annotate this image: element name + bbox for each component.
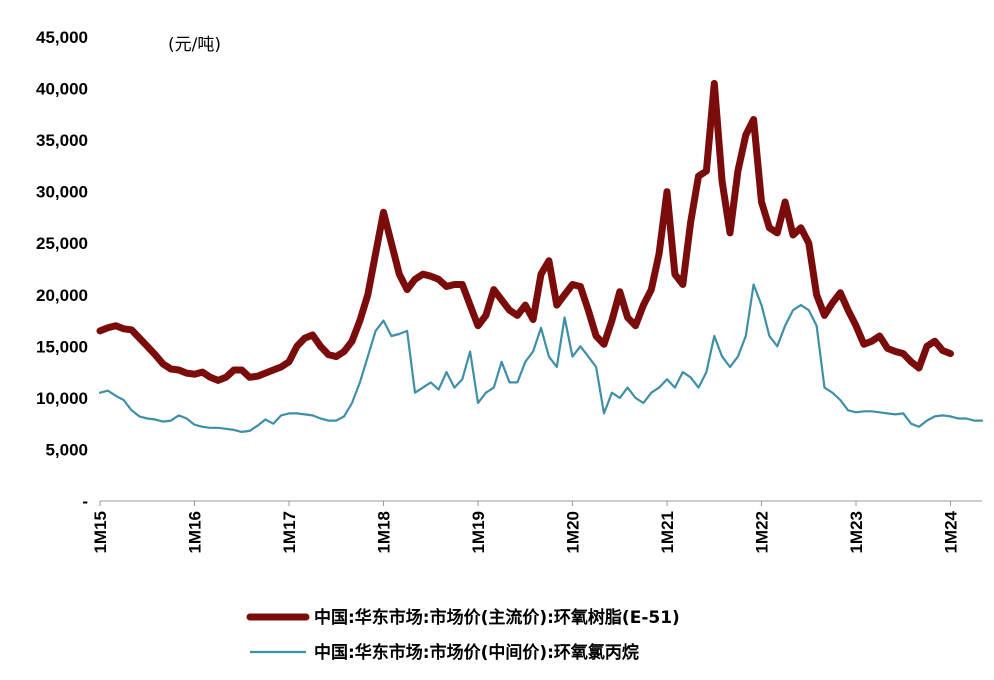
y-tick-label: 45,000 — [36, 28, 88, 47]
legend: 中国:华东市场:市场价(主流价):环氧树脂(E-51) 中国:华东市场:市场价(中… — [246, 607, 680, 663]
unit-label: (元/吨) — [168, 35, 221, 55]
x-tick-label: 1M18 — [375, 511, 394, 554]
y-tick-label: 15,000 — [36, 337, 88, 356]
y-tick-label: 30,000 — [36, 183, 88, 202]
y-tick-label: 40,000 — [36, 80, 88, 99]
series-line-epoxy-resin — [96, 79, 954, 384]
y-tick-label: 10,000 — [36, 389, 88, 408]
y-axis-ticks: - 5,000 10,000 15,000 20,000 25,000 30,000 35,0… — [36, 28, 88, 511]
y-tick-label: 35,000 — [36, 131, 88, 150]
legend-label: 中国:华东市场:市场价(主流价):环氧树脂(E-51) — [314, 607, 680, 628]
y-tick-label: 5,000 — [45, 440, 88, 459]
x-tick-label: 1M21 — [658, 511, 677, 554]
x-tick-label: 1M19 — [469, 511, 488, 554]
y-tick-label: 20,000 — [36, 286, 88, 305]
y-tick-label: - — [82, 492, 88, 511]
x-tick-label: 1M17 — [280, 511, 299, 554]
series-lines — [96, 79, 984, 433]
x-tick-label: 1M16 — [186, 511, 205, 554]
y-tick-label: 25,000 — [36, 234, 88, 253]
x-tick-label: 1M22 — [753, 511, 772, 554]
x-tick-label: 1M24 — [942, 510, 961, 553]
x-tick-label: 1M20 — [564, 511, 583, 554]
series-line-epichlorohydrin — [98, 283, 984, 433]
x-tick-label: 1M15 — [91, 511, 110, 554]
x-axis-ticks: 1M15 1M16 1M17 1M18 1M19 1M20 1M21 1M22 1M23 1M24 — [91, 501, 961, 554]
x-tick-label: 1M23 — [847, 511, 866, 554]
legend-label: 中国:华东市场:市场价(中间价):环氧氯丙烷 — [314, 642, 639, 663]
